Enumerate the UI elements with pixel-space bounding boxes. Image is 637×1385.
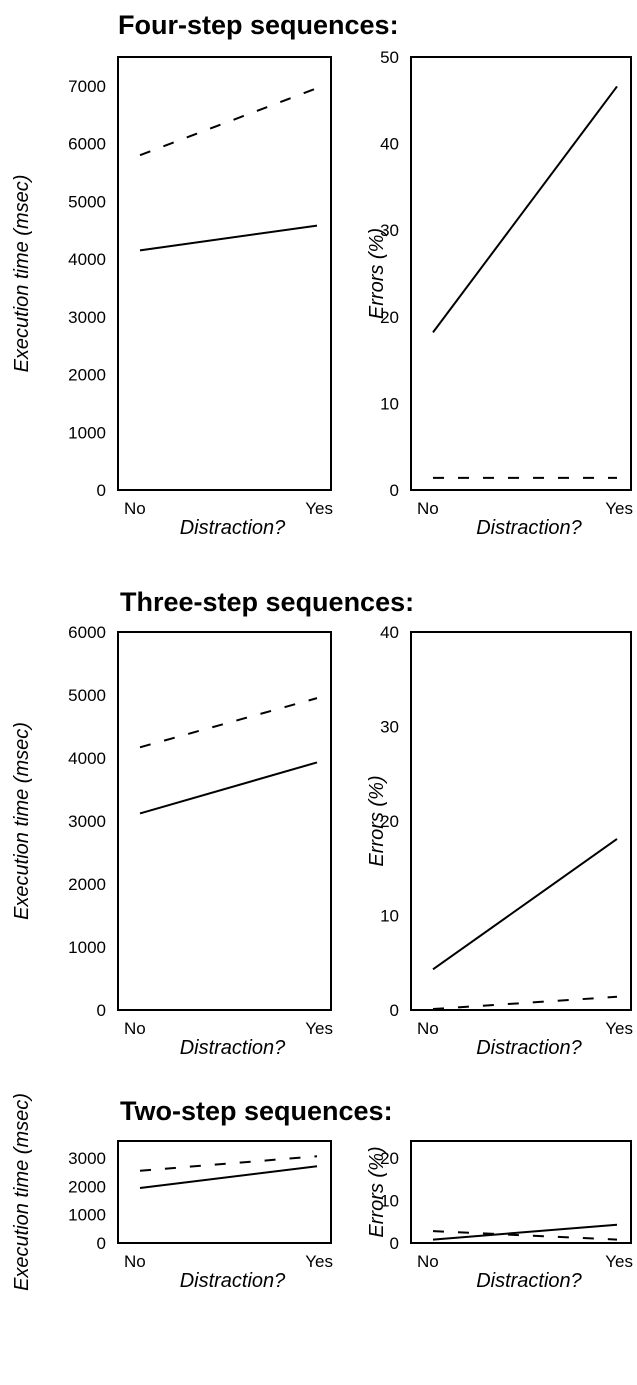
- y-tick-label: 2000: [68, 366, 106, 385]
- plot-frame: [117, 631, 332, 1011]
- chart-1: 0 1000 2000 3000 4000 5000 6000 7000 No Yes Distra…: [11, 56, 333, 539]
- x-tick-label: Yes: [305, 1252, 333, 1271]
- y-tick-label: 1000: [68, 423, 106, 442]
- y-tick-label: 10: [380, 907, 399, 926]
- y-tick-label: 4000: [68, 749, 106, 768]
- y-tick-label: 40: [380, 135, 399, 154]
- y-tick-label: 5000: [68, 686, 106, 705]
- y-tick-label: 1000: [68, 938, 106, 957]
- y-tick-label: 0: [97, 481, 106, 500]
- y-tick-label: 0: [97, 1001, 106, 1020]
- plot-frame: [117, 56, 332, 491]
- x-tick-label: Yes: [605, 499, 633, 518]
- y-axis-title: Errors (%): [366, 1146, 388, 1237]
- dashed-series-line: [139, 1155, 318, 1172]
- y-tick-label: 3000: [68, 812, 106, 831]
- solid-series-line: [139, 224, 318, 252]
- plot-frame: [117, 1140, 332, 1244]
- dashed-series-line: [432, 995, 618, 1011]
- y-tick-label: 1000: [68, 1206, 106, 1225]
- y-tick-label: 30: [380, 221, 399, 240]
- x-axis-title: Distraction?: [180, 1037, 286, 1059]
- y-tick-label: 40: [380, 623, 399, 642]
- dashed-series-line: [432, 1230, 618, 1241]
- x-tick-label: Yes: [305, 499, 333, 518]
- y-axis-title: Execution time (msec): [11, 722, 33, 920]
- x-tick-label: No: [124, 499, 146, 518]
- x-axis-title: Distraction?: [476, 517, 582, 539]
- y-tick-label: 0: [390, 481, 399, 500]
- y-tick-label: 5000: [68, 192, 106, 211]
- x-axis-title: Distraction?: [476, 1270, 582, 1292]
- x-tick-label: Yes: [605, 1252, 633, 1271]
- y-tick-label: 20: [380, 812, 399, 831]
- y-tick-label: 3000: [68, 1149, 106, 1168]
- x-tick-label: No: [417, 1019, 439, 1038]
- section-title-four-step: Four-step sequences:: [118, 10, 399, 40]
- y-axis-title: Errors (%): [366, 775, 388, 866]
- chart-4: 0 10 20 30 40 No Yes Distraction? Errors (%): [366, 623, 633, 1059]
- x-axis-title: Distraction?: [180, 1270, 286, 1292]
- y-tick-label: 30: [380, 718, 399, 737]
- y-tick-label: 50: [380, 48, 399, 67]
- x-axis-title: Distraction?: [180, 517, 286, 539]
- plot-frame: [410, 631, 632, 1011]
- x-tick-label: No: [417, 499, 439, 518]
- y-tick-label: 4000: [68, 250, 106, 269]
- x-tick-label: No: [417, 1252, 439, 1271]
- chart-3: 0 1000 2000 3000 4000 5000 6000 No Yes Distractio…: [11, 623, 333, 1059]
- chart-2: 0 10 20 30 40 50 No Yes Distraction? Errors (%): [366, 48, 633, 539]
- y-tick-label: 3000: [68, 308, 106, 327]
- x-axis-title: Distraction?: [476, 1037, 582, 1059]
- y-tick-label: 6000: [68, 135, 106, 154]
- y-tick-label: 2000: [68, 875, 106, 894]
- y-tick-label: 0: [97, 1234, 106, 1253]
- y-tick-label: 10: [380, 394, 399, 413]
- solid-series-line: [432, 838, 618, 971]
- y-tick-label: 0: [390, 1234, 399, 1253]
- solid-series-line: [432, 85, 618, 333]
- y-tick-label: 10: [380, 1192, 399, 1211]
- y-tick-label: 6000: [68, 623, 106, 642]
- y-tick-label: 0: [390, 1001, 399, 1020]
- y-axis-title: Execution time (msec): [11, 1093, 33, 1291]
- dashed-series-line: [139, 697, 318, 749]
- x-tick-label: Yes: [605, 1019, 633, 1038]
- y-axis-title: Execution time (msec): [11, 175, 33, 373]
- x-tick-label: No: [124, 1252, 146, 1271]
- y-tick-label: 7000: [68, 77, 106, 96]
- y-tick-label: 20: [380, 308, 399, 327]
- y-tick-label: 20: [380, 1149, 399, 1168]
- section-title-two-step: Two-step sequences:: [120, 1096, 393, 1126]
- solid-series-line: [139, 761, 318, 815]
- solid-series-line: [139, 1165, 318, 1190]
- y-tick-label: 2000: [68, 1177, 106, 1196]
- dashed-series-line: [139, 87, 318, 157]
- chart-5: 0 1000 2000 3000 No Yes Distraction? Execution …: [11, 1093, 333, 1292]
- chart-6: 0 10 20 No Yes Distraction? Errors (%): [366, 1140, 633, 1292]
- solid-series-line: [432, 1223, 618, 1241]
- plot-frame: [410, 56, 632, 491]
- y-axis-title: Errors (%): [366, 228, 388, 319]
- x-tick-label: Yes: [305, 1019, 333, 1038]
- x-tick-label: No: [124, 1019, 146, 1038]
- section-title-three-step: Three-step sequences:: [120, 587, 414, 617]
- plot-frame: [410, 1140, 632, 1244]
